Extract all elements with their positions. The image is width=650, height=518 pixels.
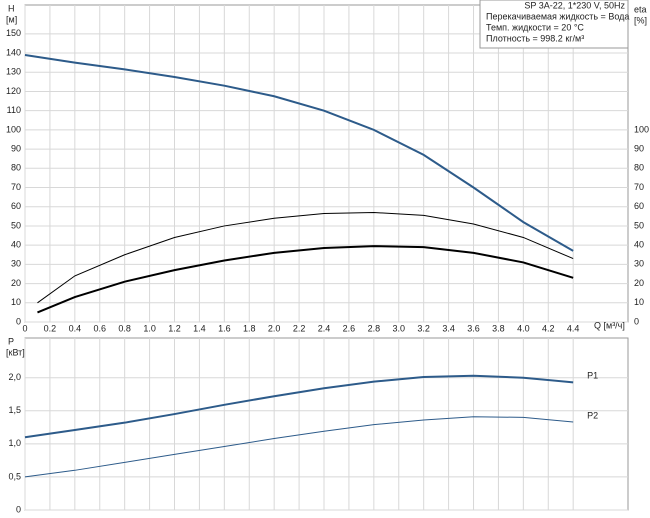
y-tick-label: 140 [6, 47, 21, 57]
x-tick-label: 2.4 [318, 323, 331, 333]
y-tick-label: 30 [11, 259, 21, 269]
x-tick-label: 3.6 [467, 323, 480, 333]
y-tick-label: 10 [11, 297, 21, 307]
y-tick-label: 0 [16, 316, 21, 326]
info-text: Перекачиваемая жидкость = Вода [486, 11, 629, 21]
info-text: Темп. жидкости = 20 °C [486, 22, 584, 32]
y2-tick-label: 70 [634, 182, 644, 192]
y2-tick-label: 100 [634, 124, 649, 134]
y2-tick-label: 80 [634, 163, 644, 173]
y2-tick-label: 30 [634, 259, 644, 269]
x-tick-label: 0 [22, 323, 27, 333]
x-tick-label: 3.4 [442, 323, 455, 333]
x-tick-label: 1.6 [218, 323, 231, 333]
y-tick-label: 1,0 [8, 438, 21, 448]
series-label: P1 [587, 371, 598, 381]
curve [37, 211, 574, 304]
x-tick-label: 0.2 [44, 323, 57, 333]
y2-tick-label: 90 [634, 143, 644, 153]
y-tick-label: 0,5 [8, 471, 21, 481]
y-tick-label: 110 [7, 105, 21, 115]
x-tick-label: 0.4 [69, 323, 82, 333]
x-tick-label: 1.0 [143, 323, 156, 333]
y2-tick-label: 10 [634, 297, 644, 307]
y-tick-label: 150 [6, 28, 21, 38]
y-tick-label: 130 [6, 67, 21, 77]
x-tick-label: 2.6 [343, 323, 356, 333]
series-label: P2 [587, 410, 598, 420]
x-tick-label: 0.8 [118, 323, 131, 333]
y2-tick-label: 50 [634, 220, 644, 230]
info-text: Плотность = 998.2 кг/м³ [486, 33, 584, 43]
y-tick-label: 0 [16, 504, 21, 513]
y-tick-label: 90 [11, 143, 21, 153]
y2-tick-label: 40 [634, 240, 644, 250]
x-label: Q [м³/ч] [594, 320, 625, 330]
x-tick-label: 0.6 [93, 323, 106, 333]
y2-label: eta [634, 4, 647, 14]
y-tick-label: 100 [6, 124, 21, 134]
x-tick-label: 2.2 [293, 323, 306, 333]
y2-tick-label: 20 [634, 278, 644, 288]
x-tick-label: 1.4 [193, 323, 206, 333]
y-tick-label: 40 [11, 240, 21, 250]
x-tick-label: 4.2 [542, 323, 555, 333]
x-tick-label: 4.0 [517, 323, 530, 333]
x-tick-label: 4.4 [567, 323, 580, 333]
y-unit: [м] [6, 14, 17, 24]
y-tick-label: 50 [11, 220, 21, 230]
curve [24, 374, 574, 439]
curve [24, 53, 574, 252]
x-tick-label: 2.8 [368, 323, 381, 333]
info-text: SP 3A-22, 1*230 V, 50Hz [524, 0, 625, 10]
curve [37, 245, 574, 314]
y-label: P [8, 336, 14, 346]
y2-unit: [%] [634, 15, 647, 25]
y-unit: [кВт] [6, 347, 25, 357]
x-tick-label: 3.8 [492, 323, 505, 333]
y-tick-label: 20 [11, 278, 21, 288]
y-tick-label: 70 [11, 182, 21, 192]
info-box [479, 0, 629, 49]
y-tick-label: 1,5 [8, 405, 21, 415]
y-tick-label: 80 [11, 163, 21, 173]
x-tick-label: 1.8 [243, 323, 256, 333]
y-tick-label: 120 [6, 86, 21, 96]
x-tick-label: 1.2 [168, 323, 181, 333]
y2-tick-label: 60 [634, 201, 644, 211]
x-tick-label: 2.0 [268, 323, 281, 333]
y-tick-label: 2,0 [8, 372, 21, 382]
x-tick-label: 3.0 [393, 323, 406, 333]
y-label: H [8, 3, 15, 13]
curve [24, 416, 574, 478]
x-tick-label: 3.2 [417, 323, 430, 333]
y-tick-label: 60 [11, 201, 21, 211]
y2-tick-label: 0 [634, 316, 639, 326]
